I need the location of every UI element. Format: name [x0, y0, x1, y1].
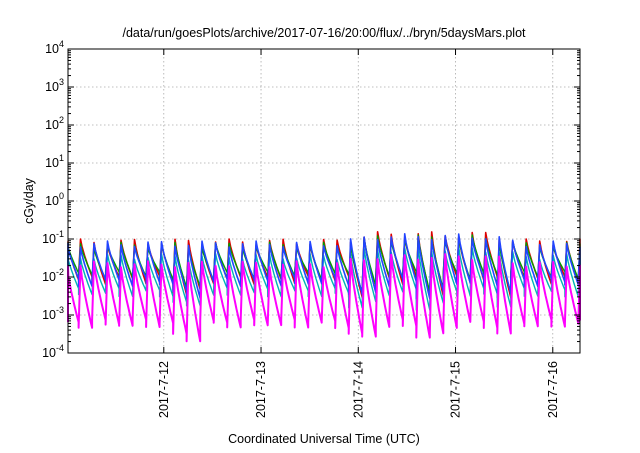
data-series-line [67, 246, 581, 311]
y-tick-label: 10-1 [42, 229, 64, 246]
y-tick-label: 10-2 [42, 267, 64, 284]
y-tick-label: 10-3 [42, 305, 64, 322]
x-axis-label: Coordinated Universal Time (UTC) [228, 432, 420, 446]
x-tick-label: 2017-7-16 [546, 361, 560, 418]
chart-title: /data/run/goesPlots/archive/2017-07-16/2… [122, 26, 526, 40]
grid-lines [68, 49, 580, 353]
y-tick-label: 10-4 [42, 343, 64, 360]
x-tick-label: 2017-7-13 [254, 361, 268, 418]
axis-ticks [68, 48, 580, 354]
y-axis-label: cGy/day [22, 177, 36, 224]
y-tick-label: 101 [45, 153, 64, 170]
x-tick-label: 2017-7-15 [449, 361, 463, 418]
y-tick-label: 103 [45, 77, 64, 94]
x-tick-labels: 2017-7-12 2017-7-13 2017-7-14 2017-7-15 2017… [157, 361, 560, 418]
y-tick-label: 100 [45, 191, 64, 208]
data-series-line [67, 233, 581, 300]
y-tick-label: 104 [45, 39, 64, 56]
data-series-line [67, 253, 581, 343]
x-tick-label: 2017-7-14 [351, 361, 365, 418]
x-tick-label: 2017-7-12 [157, 361, 171, 418]
y-tick-labels: 10-4 10-3 10-2 10-1 100 101 102 103 104 [42, 39, 64, 360]
y-tick-label: 102 [45, 115, 64, 132]
series-layer [67, 231, 581, 343]
